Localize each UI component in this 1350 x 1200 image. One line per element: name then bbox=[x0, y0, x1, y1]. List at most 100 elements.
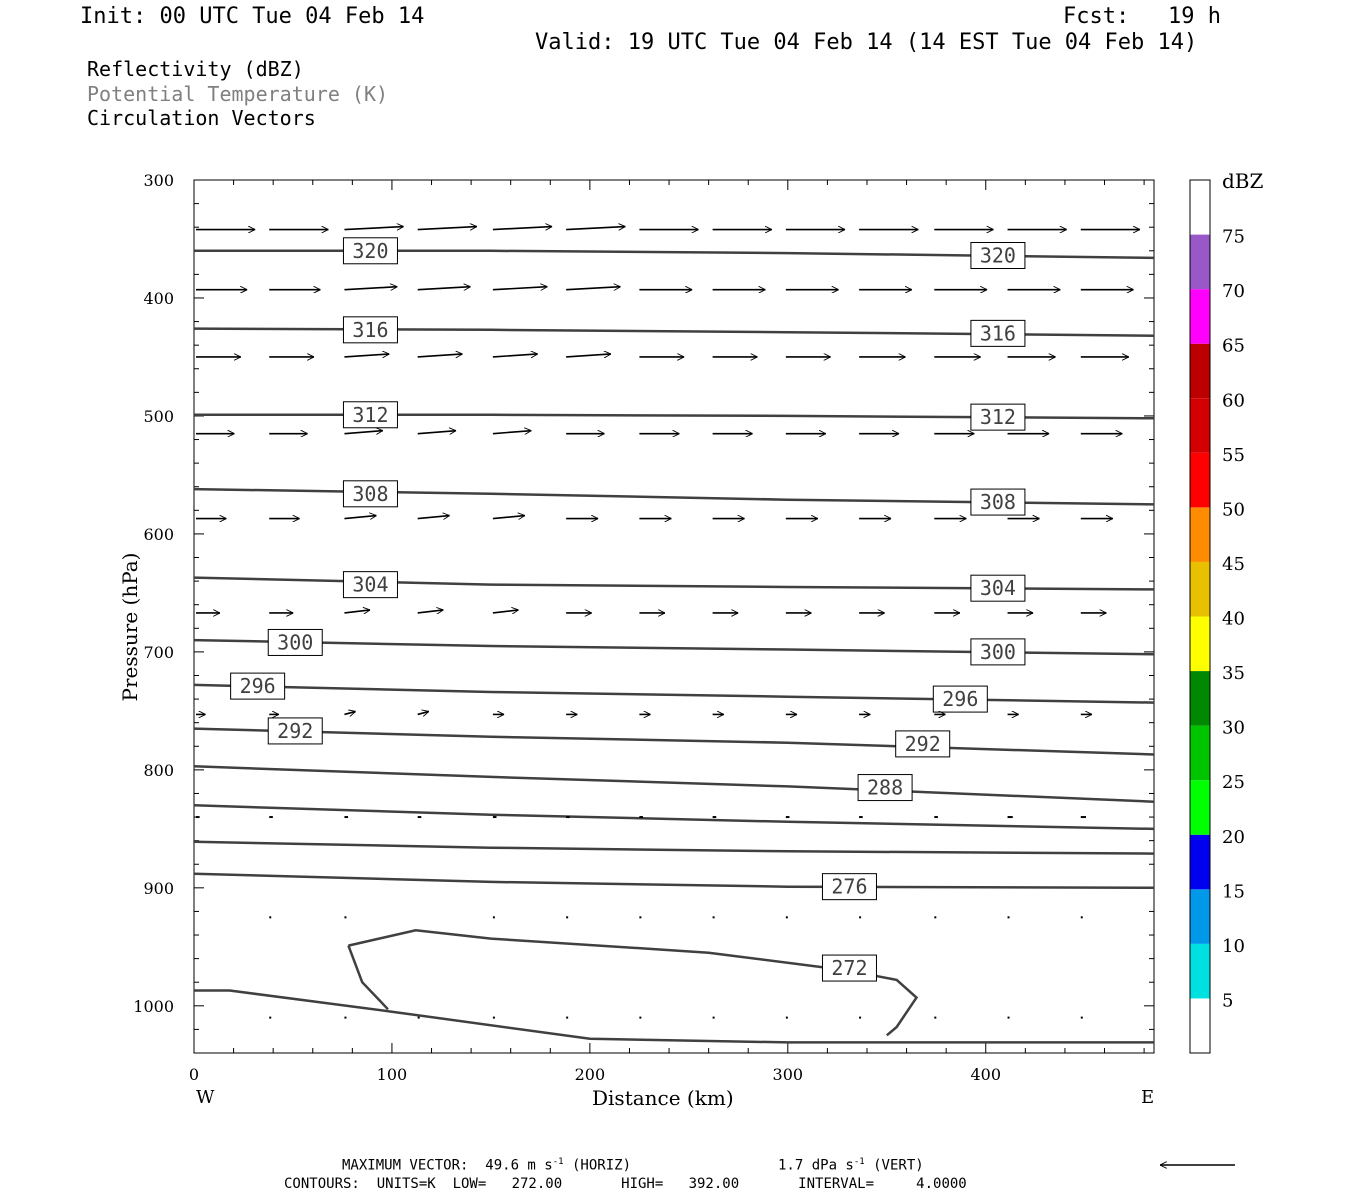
contour-label-312: 312 bbox=[352, 403, 388, 427]
circulation-vector-dot bbox=[1080, 916, 1083, 919]
circulation-vector-dot bbox=[566, 916, 569, 919]
colorbar-swatch bbox=[1190, 834, 1210, 890]
contour-label-296: 296 bbox=[942, 687, 978, 711]
contour-label-320: 320 bbox=[980, 244, 1016, 268]
circulation-vector bbox=[344, 227, 403, 230]
circulation-vector bbox=[492, 227, 552, 230]
circulation-vector bbox=[344, 516, 376, 519]
contour-label-box bbox=[267, 628, 323, 656]
contour-label-box bbox=[230, 672, 286, 700]
circulation-vector bbox=[344, 711, 355, 714]
valid-time: Valid: 19 UTC Tue 04 Feb 14 (14 EST Tue … bbox=[535, 30, 1198, 55]
max-vector-text: MAXIMUM VECTOR: 49.6 m s bbox=[342, 1157, 553, 1174]
x-tick-label: 100 bbox=[377, 1065, 408, 1084]
contour-label-box bbox=[970, 638, 1026, 666]
contour-label-box bbox=[970, 574, 1026, 602]
horiz-unit-exponent: -1 bbox=[552, 1157, 564, 1167]
circulation-vector bbox=[417, 354, 463, 357]
vert-vector-text: 1.7 dPa s bbox=[778, 1157, 854, 1174]
circulation-vector-dot bbox=[269, 1016, 272, 1019]
colorbar-swatch bbox=[1190, 780, 1210, 835]
x-axis-label: Distance (km) bbox=[592, 1086, 734, 1110]
circulation-vector-dot bbox=[1080, 1016, 1083, 1019]
contour-label-box bbox=[342, 237, 398, 265]
circulation-vector bbox=[566, 227, 625, 230]
y-tick-label: 700 bbox=[143, 643, 174, 662]
contour-label-300: 300 bbox=[277, 630, 313, 654]
theta-contour-296 bbox=[193, 683, 1155, 704]
contour-label-272: 272 bbox=[831, 956, 867, 980]
circulation-vector-dot bbox=[639, 1016, 642, 1019]
colorbar-level-label: 20 bbox=[1222, 827, 1245, 848]
colorbar-swatch bbox=[1190, 561, 1210, 617]
x-tick-label: 300 bbox=[773, 1065, 804, 1084]
contour-label-288: 288 bbox=[867, 776, 903, 800]
circulation-vector bbox=[344, 287, 397, 290]
contour-label-320: 320 bbox=[352, 239, 388, 263]
theta-contour-272 bbox=[348, 929, 919, 1037]
forecast-hour: 19 h bbox=[1168, 4, 1221, 29]
theta-contour-292 bbox=[193, 727, 1155, 756]
colorbar-level-label: 5 bbox=[1222, 990, 1233, 1011]
horiz-label: (HORIZ) bbox=[563, 1157, 631, 1174]
forecast-label: Fcst: bbox=[1063, 4, 1130, 29]
contour-label-box bbox=[342, 480, 398, 508]
colorbar-swatch bbox=[1190, 343, 1210, 399]
y-tick-label: 400 bbox=[143, 289, 174, 308]
x-axis-east: E bbox=[1141, 1087, 1155, 1108]
contour-label-308: 308 bbox=[980, 490, 1016, 514]
circulation-vector-dot bbox=[344, 1016, 347, 1019]
contour-label-304: 304 bbox=[980, 576, 1016, 600]
circulation-vector-dot bbox=[344, 916, 347, 919]
legend-reflectivity: Reflectivity (dBZ) bbox=[87, 57, 304, 81]
circulation-vector bbox=[492, 516, 525, 519]
circulation-vector-dot bbox=[859, 916, 862, 919]
circulation-vector bbox=[417, 610, 444, 613]
y-tick-label: 600 bbox=[143, 525, 174, 544]
circulation-vector-dot bbox=[492, 916, 495, 919]
colorbar-level-label: 75 bbox=[1222, 227, 1245, 248]
circulation-vector bbox=[566, 354, 611, 357]
circulation-vector-dot bbox=[639, 916, 642, 919]
contour-label-box bbox=[821, 873, 877, 901]
contour-label-box bbox=[970, 242, 1026, 270]
contour-label-292: 292 bbox=[277, 719, 313, 743]
circulation-vector-dot bbox=[566, 1016, 569, 1019]
circulation-vector bbox=[492, 431, 531, 434]
contour-label-box bbox=[342, 316, 398, 344]
circulation-vector-dot bbox=[712, 1016, 715, 1019]
vert-unit-exponent: -1 bbox=[853, 1157, 865, 1167]
circulation-vector-dot bbox=[785, 916, 788, 919]
x-tick-label: 0 bbox=[189, 1065, 199, 1084]
circulation-vector bbox=[492, 610, 519, 613]
colorbar-level-label: 15 bbox=[1222, 881, 1245, 902]
contours-info: CONTOURS: UNITS=K LOW= 272.00 HIGH= 392.… bbox=[284, 1176, 967, 1192]
colorbar-swatch bbox=[1190, 943, 1210, 999]
colorbar-swatch bbox=[1190, 889, 1210, 944]
contour-label-box bbox=[821, 954, 877, 982]
circulation-vector-dot bbox=[1007, 916, 1010, 919]
circulation-vector bbox=[344, 354, 389, 357]
circulation-vector-dot bbox=[417, 1016, 420, 1019]
colorbar-level-label: 70 bbox=[1222, 281, 1245, 302]
contour-label-300: 300 bbox=[980, 640, 1016, 664]
colorbar-level-label: 55 bbox=[1222, 445, 1245, 466]
colorbar-level-label: 30 bbox=[1222, 718, 1245, 739]
circulation-vector-dot bbox=[712, 916, 715, 919]
theta-contour-280 bbox=[193, 840, 1155, 855]
plot-frame bbox=[193, 179, 1155, 1054]
circulation-vector bbox=[417, 516, 450, 519]
contour-label-box bbox=[970, 488, 1026, 516]
theta-contour-276 bbox=[193, 872, 1155, 890]
colorbar-level-label: 45 bbox=[1222, 554, 1245, 575]
colorbar-level-label: 65 bbox=[1222, 336, 1245, 357]
theta-contour-288 bbox=[193, 765, 1155, 803]
circulation-vector-dot bbox=[785, 1016, 788, 1019]
colorbar-level-label: 35 bbox=[1222, 663, 1245, 684]
contour-label-box bbox=[970, 319, 1026, 347]
contour-label-316: 316 bbox=[352, 318, 388, 342]
colorbar-swatch bbox=[1190, 671, 1210, 726]
circulation-vector bbox=[417, 287, 471, 290]
contour-label-box bbox=[267, 717, 323, 745]
